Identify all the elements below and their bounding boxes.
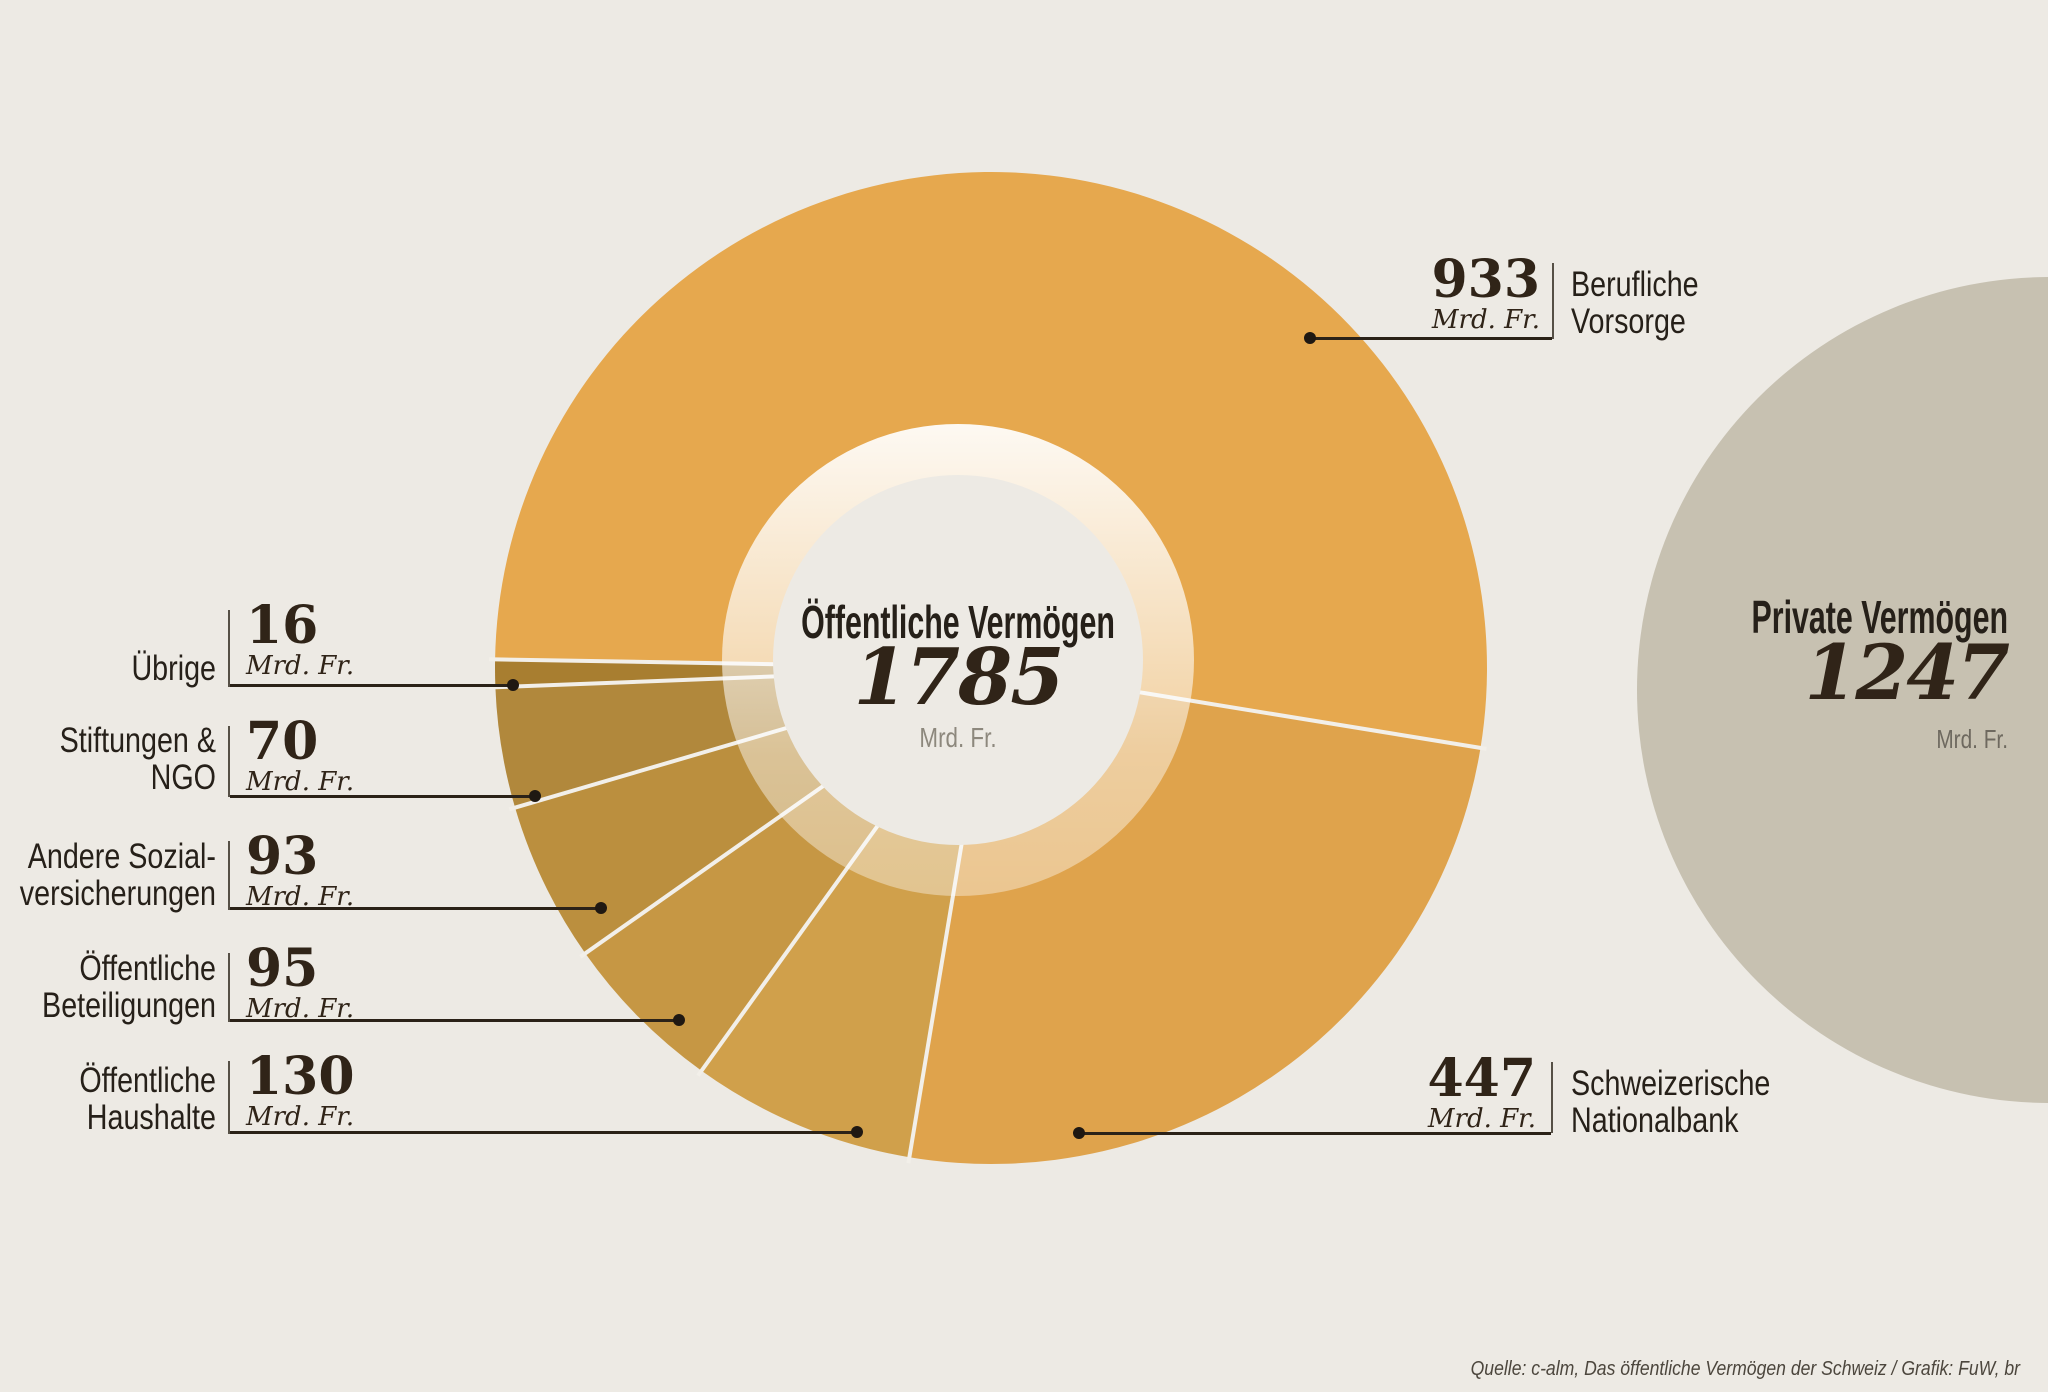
leader-line [230,795,535,798]
private-circle-label: Private Vermögen [1751,591,2008,643]
label-divider [228,726,230,797]
segment-name-line2: Beteiligungen [42,986,216,1025]
leader-dot [1073,1127,1085,1139]
segment-name-line1: Berufliche [1571,265,1699,304]
segment-name: Andere Sozial- versicherungen [0,838,216,912]
donut-center-total: 1785 [853,632,1064,723]
leader-line [230,907,601,910]
label-divider [228,1061,230,1134]
leader-line [230,684,513,687]
segment-name-line2: versicherungen [19,874,216,913]
leader-line [230,1131,857,1134]
label-divider [1551,1062,1553,1133]
leader-line [230,1019,679,1022]
private-circle-value: 1247 [1804,628,2010,717]
leader-dot [1304,332,1316,344]
segment-value: 95 [246,938,319,999]
segment-separator [1138,690,1487,751]
segment-value: 933 [1431,249,1540,310]
segment-name: Berufliche Vorsorge [1571,266,1915,340]
leader-dot [529,790,541,802]
leader-dot [851,1126,863,1138]
leader-line [1079,1132,1551,1135]
source-credit: Quelle: c-alm, Das öffentliche Vermögen … [1470,1358,2020,1380]
segment-name-line2: Vorsorge [1571,302,1686,341]
segment-unit: Mrd. Fr. [246,651,355,681]
segment-name-line1: Öffentliche [79,1061,216,1100]
segment-value: 130 [246,1046,355,1107]
segment-name-line1: Öffentliche [79,949,216,988]
label-divider [228,953,230,1022]
segment-value: 93 [246,826,319,887]
segment-value: 16 [246,595,319,656]
segment-unit: Mrd. Fr. [246,994,355,1024]
private-circle-unit: Mrd. Fr. [1936,724,2008,754]
leader-dot [595,902,607,914]
segment-unit: Mrd. Fr. [1431,305,1540,335]
leader-dot [507,679,519,691]
donut-hole [773,475,1143,845]
segment-name-line2: Nationalbank [1571,1101,1739,1140]
segment-name: Öffentliche Beteiligungen [0,950,216,1024]
label-divider [228,610,230,687]
segment-name-line1: Andere Sozial- [27,837,216,876]
label-divider [1552,263,1554,339]
segment-name-line1: Stiftungen & [59,721,216,760]
label-divider [228,841,230,910]
segment-name: Stiftungen & NGO [0,722,216,796]
segment-unit: Mrd. Fr. [246,1102,355,1132]
segment-unit: Mrd. Fr. [246,882,355,912]
segment-value: 70 [246,711,319,772]
private-circle [1637,277,2048,1103]
segment-unit: Mrd. Fr. [1427,1104,1536,1134]
segment-name: Schweizerische Nationalbank [1571,1065,1915,1139]
segment-name-line2: Haushalte [86,1098,216,1137]
leader-line [1310,337,1552,340]
segment-name-line1: Übrige [131,649,216,688]
segment-unit: Mrd. Fr. [246,767,355,797]
leader-dot [673,1014,685,1026]
segment-name: Öffentliche Haushalte [0,1062,216,1136]
segment-value: 447 [1427,1048,1536,1109]
segment-name-line2: NGO [150,758,216,797]
donut-center-title: Öffentliche Vermögen [801,596,1115,648]
segment-name-line1: Schweizerische [1571,1064,1771,1103]
segment-name: Übrige [0,650,216,687]
donut-center-unit: Mrd. Fr. [919,722,997,753]
